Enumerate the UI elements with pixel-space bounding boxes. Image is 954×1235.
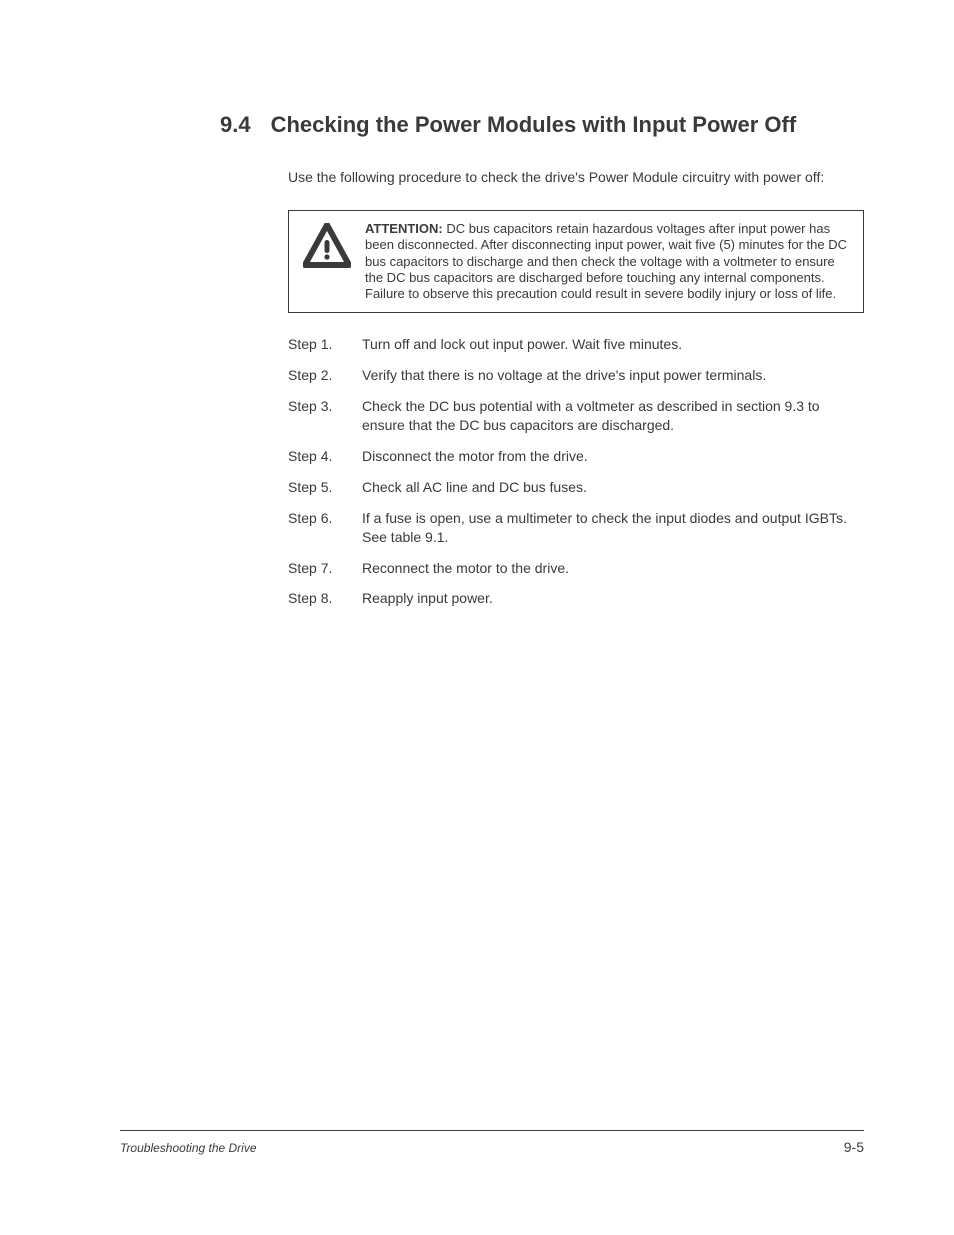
warning-triangle-icon: [303, 223, 351, 269]
attention-text: ATTENTION: DC bus capacitors retain haza…: [365, 221, 849, 302]
step-label: Step 6.: [288, 509, 350, 547]
step-item: Step 8. Reapply input power.: [288, 589, 864, 608]
step-item: Step 6. If a fuse is open, use a multimet…: [288, 509, 864, 547]
footer-page-number: 9-5: [844, 1139, 864, 1155]
step-text: Disconnect the motor from the drive.: [362, 447, 864, 466]
step-text: Verify that there is no voltage at the d…: [362, 366, 864, 385]
attention-box: ATTENTION: DC bus capacitors retain haza…: [288, 210, 864, 313]
step-item: Step 1. Turn off and lock out input power…: [288, 335, 864, 354]
page-footer: Troubleshooting the Drive 9-5: [120, 1130, 864, 1155]
step-label: Step 3.: [288, 397, 350, 435]
step-item: Step 3. Check the DC bus potential with a…: [288, 397, 864, 435]
step-text: Check all AC line and DC bus fuses.: [362, 478, 864, 497]
step-label: Step 5.: [288, 478, 350, 497]
step-label: Step 2.: [288, 366, 350, 385]
step-text: Reapply input power.: [362, 589, 864, 608]
step-item: Step 4. Disconnect the motor from the dri…: [288, 447, 864, 466]
step-text: Turn off and lock out input power. Wait …: [362, 335, 864, 354]
step-label: Step 7.: [288, 559, 350, 578]
section-heading: 9.4 Checking the Power Modules with Inpu…: [220, 112, 864, 138]
step-text: Reconnect the motor to the drive.: [362, 559, 864, 578]
step-label: Step 1.: [288, 335, 350, 354]
intro-paragraph: Use the following procedure to check the…: [288, 168, 864, 186]
step-label: Step 4.: [288, 447, 350, 466]
step-list: Step 1. Turn off and lock out input power…: [288, 335, 864, 608]
section-title: Checking the Power Modules with Input Po…: [271, 112, 797, 138]
page: 9.4 Checking the Power Modules with Inpu…: [0, 0, 954, 1235]
section-number: 9.4: [220, 112, 251, 138]
page-content: 9.4 Checking the Power Modules with Inpu…: [120, 112, 864, 620]
step-item: Step 5. Check all AC line and DC bus fuse…: [288, 478, 864, 497]
step-text: If a fuse is open, use a multimeter to c…: [362, 509, 864, 547]
step-text: Check the DC bus potential with a voltme…: [362, 397, 864, 435]
step-item: Step 7. Reconnect the motor to the drive.: [288, 559, 864, 578]
step-item: Step 2. Verify that there is no voltage a…: [288, 366, 864, 385]
step-label: Step 8.: [288, 589, 350, 608]
attention-label: ATTENTION:: [365, 221, 443, 236]
footer-title: Troubleshooting the Drive: [120, 1141, 257, 1155]
